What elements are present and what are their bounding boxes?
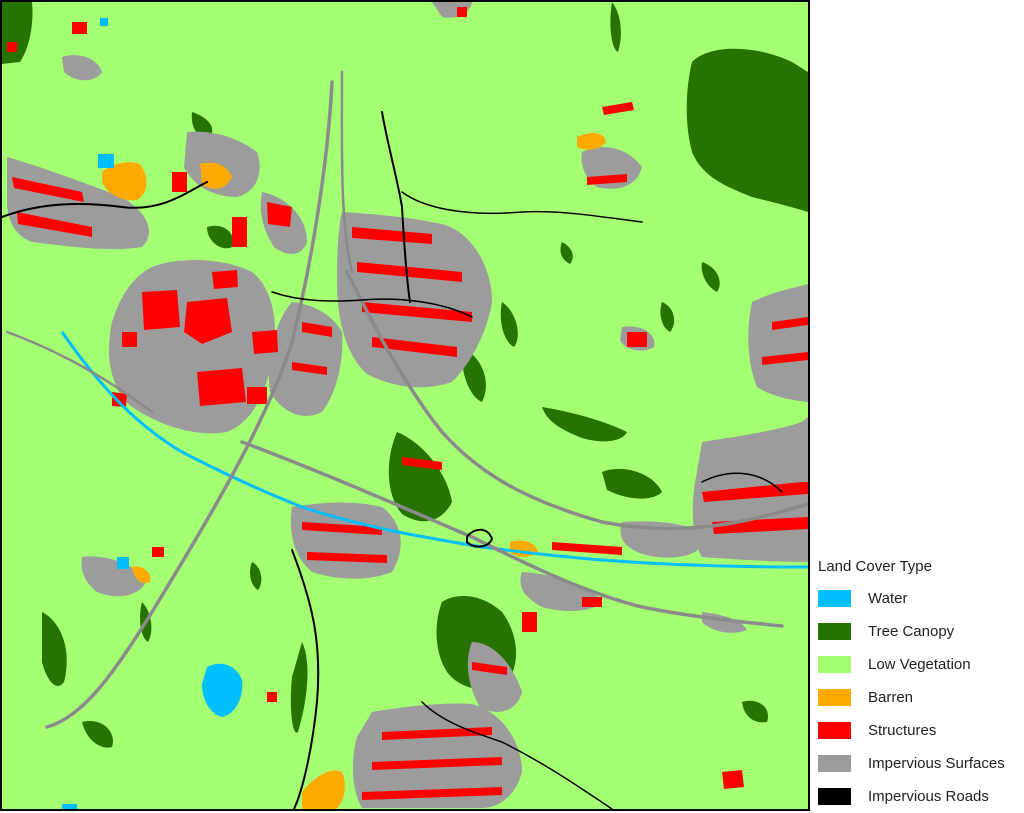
legend-item-tree-canopy: Tree Canopy [818, 615, 1024, 648]
legend-item-water: Water [818, 582, 1024, 615]
legend-item-impervious-surfaces: Impervious Surfaces [818, 747, 1024, 780]
legend-swatch-structures [818, 722, 851, 739]
legend-swatch-barren [818, 689, 851, 706]
roads-layer [2, 70, 808, 809]
legend-label-impervious-surfaces: Impervious Surfaces [868, 755, 1005, 772]
legend-swatch-impervious-roads [818, 788, 851, 805]
land-cover-raster [2, 2, 808, 809]
legend-swatch-tree-canopy [818, 623, 851, 640]
legend-swatch-impervious-surfaces [818, 755, 851, 772]
barren-layer [102, 132, 606, 809]
legend-label-water: Water [868, 590, 908, 607]
legend-label-tree-canopy: Tree Canopy [868, 623, 955, 640]
legend-item-structures: Structures [818, 714, 1024, 747]
legend: Land Cover Type Water Tree Canopy Low Ve… [818, 552, 1024, 813]
river-layer [60, 331, 808, 569]
legend-label-structures: Structures [868, 722, 937, 739]
land-cover-map [0, 0, 810, 811]
legend-item-low-vegetation: Low Vegetation [818, 648, 1024, 681]
water-layer [62, 18, 243, 809]
legend-title: Land Cover Type [818, 558, 932, 575]
legend-label-low-vegetation: Low Vegetation [868, 656, 971, 673]
legend-item-impervious-roads: Impervious Roads [818, 780, 1024, 813]
structures-layer [7, 7, 808, 800]
legend-swatch-water [818, 590, 851, 607]
legend-swatch-low-vegetation [818, 656, 851, 673]
legend-item-barren: Barren [818, 681, 1024, 714]
legend-label-impervious-roads: Impervious Roads [868, 788, 989, 805]
legend-label-barren: Barren [868, 689, 914, 706]
